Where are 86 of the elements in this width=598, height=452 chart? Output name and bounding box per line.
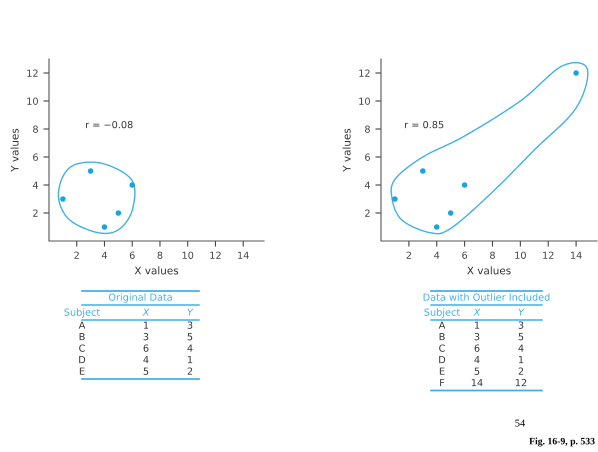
y-tick-label: 2: [365, 209, 370, 217]
text: 14: [472, 379, 483, 386]
text: D: [439, 356, 446, 364]
y-tick-label: 8: [365, 125, 370, 133]
text: 6: [474, 344, 480, 352]
text: 2: [518, 367, 524, 375]
x-tick-label: 4: [434, 252, 440, 259]
x-tick-label: 8: [490, 252, 495, 259]
y-axis-title: Y values: [10, 128, 19, 172]
text: Original Data: [108, 293, 172, 303]
x-axis-title: X values: [134, 266, 178, 274]
point: [434, 224, 440, 230]
point: [462, 182, 468, 188]
x-tick-label: 2: [406, 252, 411, 259]
text: Subject: [424, 308, 460, 318]
text: 4: [474, 356, 480, 364]
point: [573, 70, 579, 76]
text: 3: [474, 332, 480, 340]
text: C: [79, 344, 85, 352]
text: Data with Outlier Included: [424, 293, 550, 301]
text: C: [439, 344, 445, 352]
text: B: [440, 333, 445, 340]
text: Y: [188, 308, 194, 316]
y-tick-label: 6: [33, 153, 38, 161]
text: 5: [188, 333, 192, 340]
y-tick-label: 2: [33, 209, 38, 217]
x-tick-label: 8: [158, 252, 162, 259]
text: 1: [474, 322, 480, 329]
x-tick-label: 14: [570, 252, 582, 259]
text: E: [440, 368, 444, 375]
text: 54: [515, 420, 526, 427]
x-axis-title: X values: [467, 266, 511, 274]
text: 4: [518, 344, 524, 352]
text: 6: [144, 344, 148, 352]
point: [102, 224, 108, 230]
x-tick-label: 12: [543, 252, 554, 259]
text: 2: [188, 367, 192, 375]
x-tick-label: 4: [102, 252, 108, 259]
text: 4: [143, 356, 149, 364]
x-tick-label: 2: [74, 252, 79, 259]
text: 3: [144, 332, 148, 340]
text: 5: [518, 333, 524, 340]
text: Y: [518, 308, 525, 316]
text: 4: [187, 344, 193, 352]
point: [116, 210, 122, 216]
text: F: [440, 379, 444, 386]
y-tick-label: 12: [359, 69, 370, 77]
x-tick-label: 6: [130, 252, 135, 259]
annotation: r = 0.85: [405, 120, 444, 128]
text: X: [142, 308, 150, 316]
point: [60, 196, 66, 202]
text: X: [473, 308, 481, 316]
text: 5: [474, 368, 480, 375]
text: 3: [518, 321, 524, 329]
point: [392, 196, 398, 202]
x-tick-label: 6: [462, 252, 468, 259]
text: D: [79, 356, 86, 364]
y-tick-label: 10: [27, 97, 38, 105]
caption: Fig. 16-9, p. 533: [529, 438, 595, 446]
text: 12: [516, 378, 526, 386]
text: E: [80, 368, 84, 375]
text: 3: [188, 321, 192, 329]
y-tick-label: 4: [32, 182, 38, 189]
text: A: [78, 322, 86, 329]
text: B: [80, 333, 85, 340]
y-tick-label: 10: [359, 97, 370, 105]
annotation: r = −0.08: [86, 120, 133, 128]
y-axis-title: Y values: [342, 128, 351, 172]
y-tick-label: 4: [364, 182, 370, 189]
point: [88, 168, 94, 174]
y-tick-label: 6: [365, 153, 370, 161]
y-tick-label: 12: [27, 69, 38, 77]
text: 1: [188, 356, 192, 364]
text: 5: [144, 368, 148, 375]
text: Subject: [64, 308, 100, 318]
x-tick-label: 10: [182, 252, 194, 259]
x-tick-label: 12: [210, 252, 221, 259]
text: 1: [144, 322, 148, 329]
x-tick-label: 10: [515, 252, 526, 259]
y-tick-label: 8: [33, 125, 38, 133]
point: [420, 168, 426, 174]
text: A: [438, 322, 446, 329]
point: [448, 210, 454, 216]
point: [129, 182, 136, 188]
text: 1: [518, 356, 524, 364]
x-tick-label: 14: [238, 252, 249, 259]
